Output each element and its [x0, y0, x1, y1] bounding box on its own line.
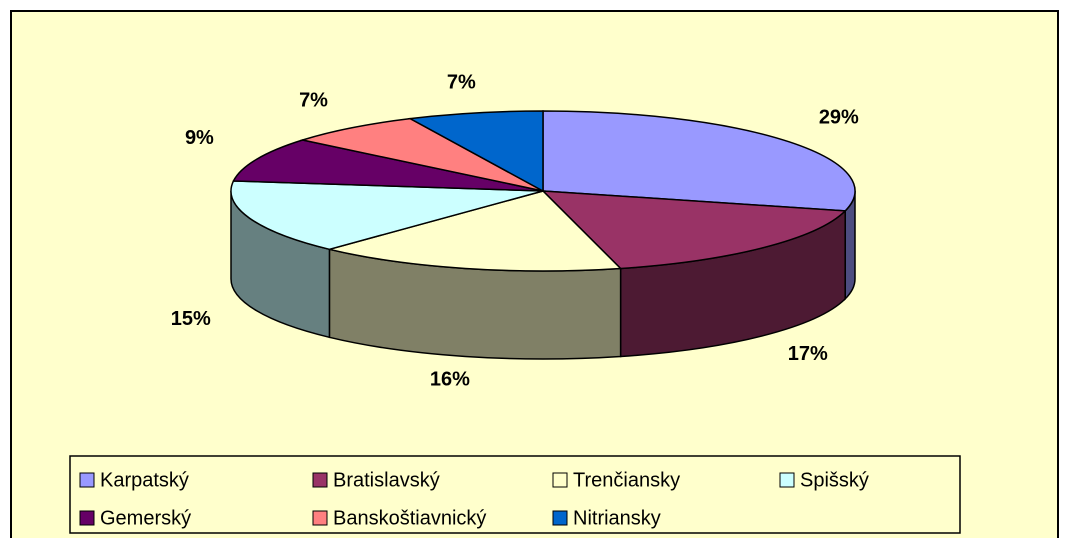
legend-swatch	[552, 472, 568, 488]
legend-label: Karpatský	[100, 469, 189, 491]
data-label: 17%	[788, 343, 828, 365]
pie-slice	[329, 190, 623, 272]
legend-label: Nitriansky	[573, 507, 661, 529]
legend-swatch	[552, 510, 568, 526]
legend-swatch	[312, 472, 328, 488]
pie-slice	[541, 190, 847, 270]
data-label: 7%	[447, 72, 476, 94]
legend-label: Banskoštiavnický	[333, 507, 486, 529]
pie-slice	[299, 117, 544, 192]
labels: 29% 17% 16% 15% 9% 7% 7%	[171, 72, 859, 391]
legend-swatch	[79, 510, 95, 526]
legend-box	[69, 455, 961, 534]
pie-slice	[232, 139, 544, 192]
data-label: 9%	[185, 127, 214, 149]
legend-swatch	[79, 472, 95, 488]
data-label: 29%	[819, 106, 859, 128]
data-label: 15%	[171, 308, 211, 330]
pie-slice	[407, 110, 544, 193]
data-label: 7%	[299, 89, 328, 111]
legend-label: Gemerský	[100, 507, 191, 529]
pie-tops	[230, 110, 856, 272]
legend-swatch	[779, 472, 795, 488]
legend-label: Bratislavský	[333, 469, 440, 491]
legend: Karpatský Bratislavský Trenčiansky Spišský G…	[79, 469, 869, 529]
data-label: 16%	[430, 368, 470, 390]
pie-slice	[542, 110, 856, 212]
legend-label: Trenčiansky	[573, 469, 680, 491]
legend-swatch	[312, 510, 328, 526]
pie-slice	[230, 180, 544, 251]
legend-label: Spišský	[800, 469, 869, 491]
